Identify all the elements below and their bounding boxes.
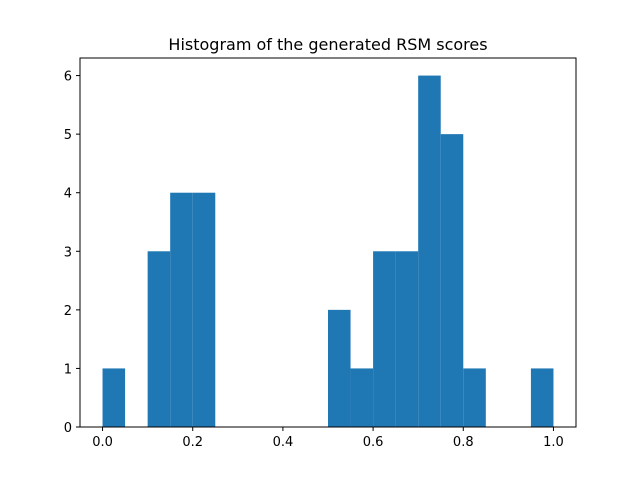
chart-title: Histogram of the generated RSM scores (168, 35, 487, 54)
histogram-bar (328, 309, 351, 427)
y-tick-label: 1 (64, 362, 72, 377)
y-tick-label: 5 (64, 128, 72, 143)
y-tick-label: 0 (64, 421, 72, 436)
histogram-bar (440, 134, 464, 427)
histogram-bar (463, 368, 486, 427)
histogram-bar (147, 251, 171, 427)
plot-frame (79, 57, 577, 428)
x-tick-label: 0.2 (182, 435, 203, 450)
histogram-bar (192, 192, 216, 427)
y-tick-label: 6 (64, 70, 72, 85)
x-tick-label: 0.8 (453, 435, 474, 450)
histogram-bar (530, 368, 554, 427)
x-tick-label: 1.0 (543, 435, 564, 450)
x-tick-label: 0.4 (273, 435, 294, 450)
y-tick-label: 4 (64, 187, 72, 202)
histogram-bar (395, 251, 419, 427)
histogram-bar (170, 192, 193, 427)
x-tick-label: 0.6 (363, 435, 384, 450)
y-tick-label: 2 (64, 304, 72, 319)
histogram-bar (418, 75, 441, 428)
x-tick-label: 0.0 (92, 435, 113, 450)
histogram-bar (373, 251, 396, 427)
histogram-bar (102, 368, 126, 427)
histogram-bar (350, 368, 374, 427)
bars-group (102, 75, 554, 428)
y-tick-label: 3 (64, 245, 72, 260)
axes-group: 0.0 0.2 0.4 0.6 0.8 1.0 0 1 2 3 4 5 6 (64, 57, 577, 450)
